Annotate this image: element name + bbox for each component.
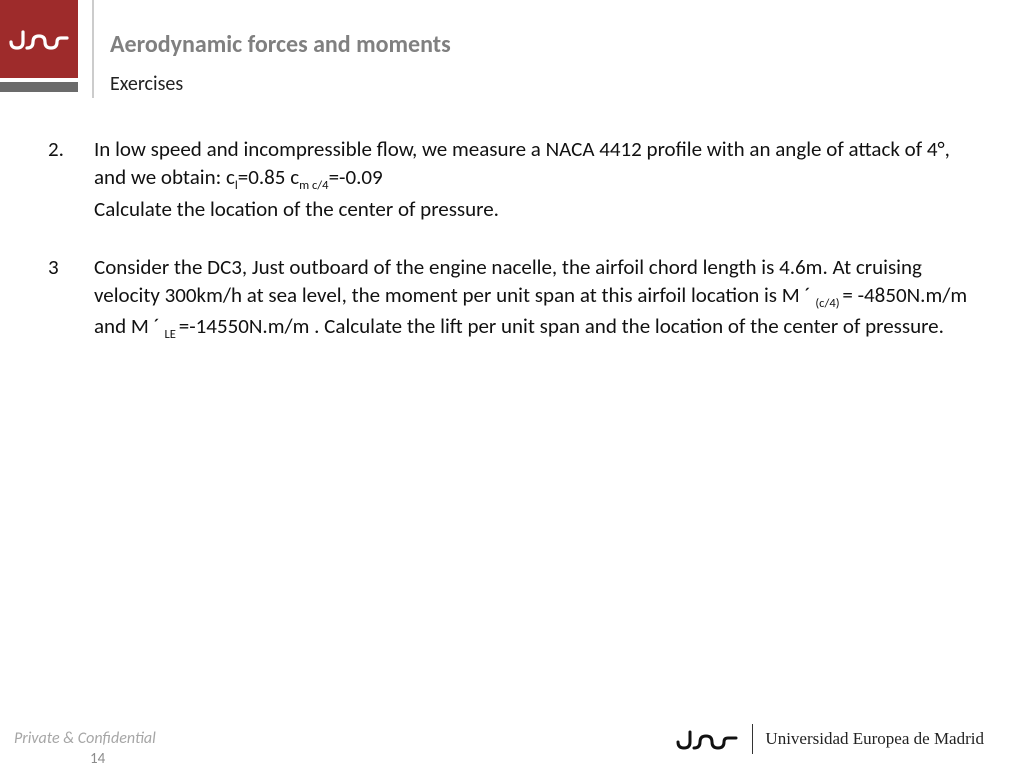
footer-confidential: Private & Confidential (14, 729, 156, 748)
footer-university: Universidad Europea de Madrid (765, 729, 984, 749)
subscript: LE (164, 328, 178, 343)
exercise-body: Consider the DC3, Just outboard of the e… (94, 253, 984, 344)
content-area: 2. In low speed and incompressible flow,… (48, 135, 984, 374)
subscript: m c/4 (299, 179, 328, 194)
text: Calculate the location of the center of … (94, 195, 984, 223)
page-number: 14 (90, 750, 105, 768)
slide-title: Aerodynamic forces and moments (110, 30, 451, 59)
exercise-number: 3 (48, 253, 94, 344)
text: Consider the DC3, Just outboard of the e… (94, 254, 922, 308)
exercise-2: 2. In low speed and incompressible flow,… (48, 135, 984, 223)
exercise-3: 3 Consider the DC3, Just outboard of the… (48, 253, 984, 344)
uem-footer-logo-icon (676, 726, 740, 752)
slide-subtitle: Exercises (110, 72, 183, 96)
uem-logo-icon (9, 24, 69, 54)
text: =0.85 c (238, 164, 299, 190)
header-logo (0, 0, 78, 78)
exercise-number: 2. (48, 135, 94, 223)
subscript: (c/4) (815, 296, 842, 311)
footer-divider (752, 724, 753, 754)
text: =-0.09 (329, 164, 383, 190)
header-vertical-divider (92, 0, 94, 98)
text: =-14550N.m/m . Calculate the lift per un… (179, 313, 944, 339)
footer-right: Universidad Europea de Madrid (676, 724, 984, 754)
text: In low speed and incompressible flow, we… (94, 136, 950, 190)
header-grey-bar (0, 82, 78, 92)
exercise-body: In low speed and incompressible flow, we… (94, 135, 984, 223)
